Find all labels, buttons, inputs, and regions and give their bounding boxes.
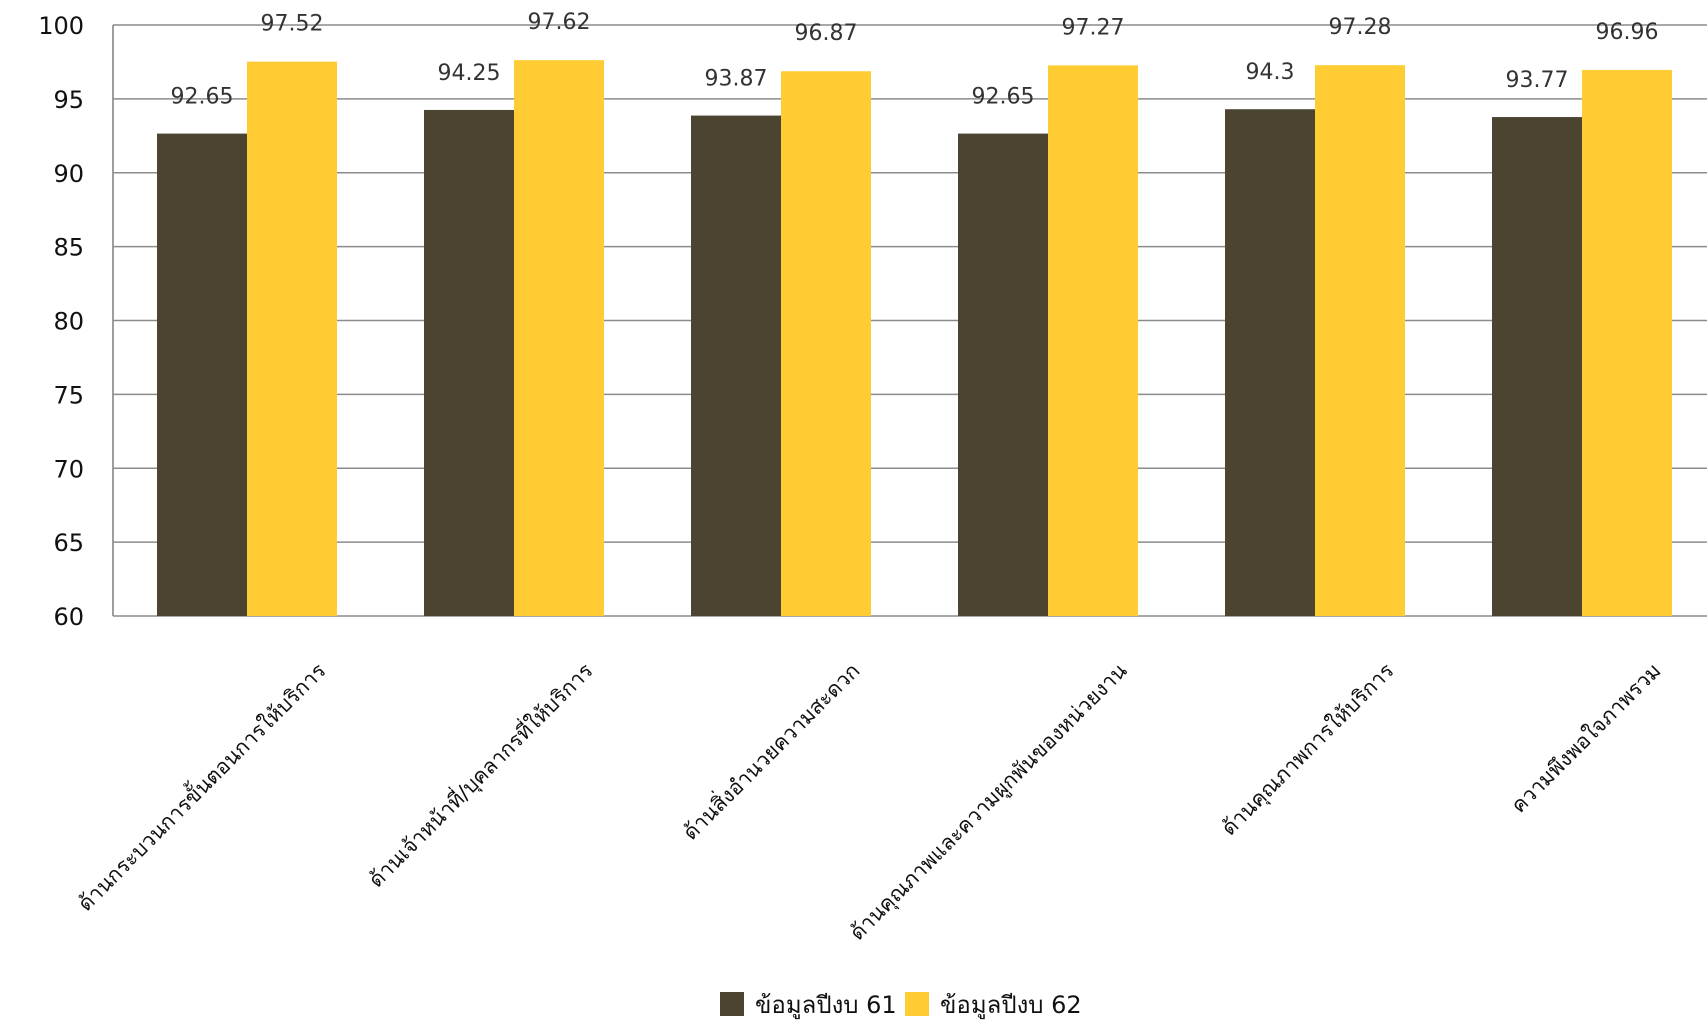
category-label: ด้านกระบวนการขั้นตอนการให้บริการ bbox=[71, 656, 330, 915]
bar-fy62 bbox=[1048, 65, 1138, 616]
category-label: ด้านสิ่งอำนวยความสะดวก bbox=[676, 656, 864, 844]
y-axis-ticks: 100 95 90 85 80 75 70 65 60 bbox=[38, 12, 84, 631]
bar-fy61 bbox=[1225, 109, 1315, 616]
bar-fy62 bbox=[247, 61, 337, 617]
data-label: 92.65 bbox=[171, 85, 234, 110]
data-label: 96.96 bbox=[1596, 20, 1659, 45]
category-label: ด้านคุณภาพการให้บริการ bbox=[1217, 659, 1399, 841]
bar-fy61 bbox=[1492, 117, 1582, 616]
data-label: 93.87 bbox=[705, 67, 768, 92]
legend-label-61: ข้อมูลปีงบ 61 bbox=[755, 991, 897, 1020]
y-tick-label: 100 bbox=[38, 12, 84, 40]
legend: ข้อมูลปีงบ 61 ข้อมูลปีงบ 62 bbox=[720, 991, 1082, 1020]
bar-fy61 bbox=[424, 109, 514, 617]
legend-label-62: ข้อมูลปีงบ 62 bbox=[940, 991, 1082, 1020]
bar-fy62 bbox=[1315, 65, 1405, 617]
bar-fy61 bbox=[157, 133, 247, 616]
legend-swatch-61 bbox=[720, 992, 744, 1016]
bar-fy62 bbox=[1582, 69, 1672, 616]
data-label: 97.52 bbox=[261, 12, 324, 37]
bars bbox=[157, 60, 1672, 617]
bar-fy62 bbox=[514, 60, 604, 617]
data-labels: 92.65 97.52 94.25 97.62 93.87 96.87 92.65 97.27… bbox=[171, 10, 1659, 109]
gridlines bbox=[112, 24, 1707, 617]
bar-fy61 bbox=[691, 115, 781, 617]
category-label: ด้านคุณภาพและความผูกพันของหน่วยงาน bbox=[845, 659, 1132, 946]
y-tick-label: 65 bbox=[53, 529, 84, 557]
y-tick-label: 95 bbox=[53, 86, 84, 114]
y-tick-label: 75 bbox=[53, 381, 84, 409]
y-tick-label: 70 bbox=[53, 455, 84, 483]
data-label: 93.77 bbox=[1506, 68, 1569, 93]
category-labels: ด้านกระบวนการขั้นตอนการให้บริการ ด้านเจ้า… bbox=[71, 656, 1665, 945]
bar-fy62 bbox=[781, 71, 871, 617]
data-label: 94.25 bbox=[438, 61, 501, 86]
data-label: 96.87 bbox=[795, 21, 858, 46]
y-tick-label: 90 bbox=[53, 160, 84, 188]
data-label: 92.65 bbox=[972, 85, 1035, 110]
legend-swatch-62 bbox=[905, 992, 929, 1016]
bar-fy61 bbox=[958, 133, 1048, 616]
category-label: ความพึงพอใจภาพรวม bbox=[1506, 659, 1665, 818]
y-tick-label: 80 bbox=[53, 308, 84, 336]
data-label: 97.28 bbox=[1329, 15, 1392, 40]
data-label: 97.27 bbox=[1062, 15, 1125, 40]
y-tick-label: 85 bbox=[53, 234, 84, 262]
category-label: ด้านเจ้าหน้าที่/บุคลากรที่ให้บริการ bbox=[362, 656, 598, 892]
data-label: 97.62 bbox=[528, 10, 591, 35]
data-label: 94.3 bbox=[1246, 60, 1295, 85]
y-tick-label: 60 bbox=[53, 603, 84, 631]
